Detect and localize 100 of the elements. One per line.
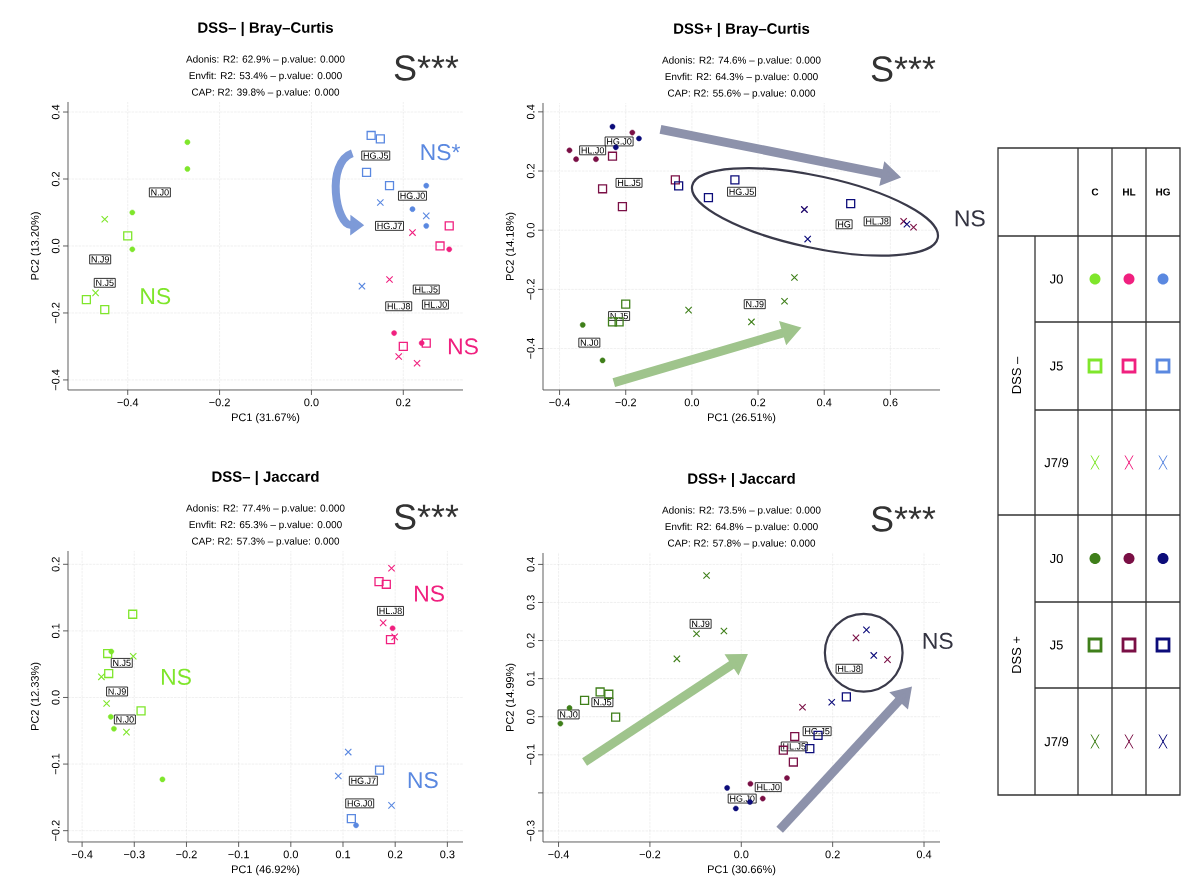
x-axis-title: PC1 (30.66%) xyxy=(708,865,776,876)
text: HL xyxy=(1123,188,1136,196)
annotation: N.J9 xyxy=(91,256,109,263)
chart-title: DSS– | Bray–Curtis xyxy=(198,21,333,37)
x-tick-label: 0.0 xyxy=(283,850,298,859)
annotation: HG.J5 xyxy=(363,152,389,159)
y-tick-label: 0.3 xyxy=(526,595,535,610)
annotation: HG.J0 xyxy=(347,800,373,807)
text: Envfit: R2: 53.4% – p.value: 0.000 xyxy=(189,71,342,82)
x-tick-label: 0.2 xyxy=(396,398,411,407)
annotation: HL.J8 xyxy=(387,303,411,310)
y-tick-label: 0.2 xyxy=(526,633,535,648)
annotation: NS xyxy=(415,585,444,602)
x-tick-label: −0.1 xyxy=(228,850,249,859)
y-tick-label: 0.1 xyxy=(526,671,535,686)
text: DSS + xyxy=(1011,636,1022,673)
annotation: HG.J0 xyxy=(730,795,755,802)
text: J5 xyxy=(1049,640,1063,650)
annotation: N.J9 xyxy=(746,301,764,308)
annotation: HG.J0 xyxy=(400,192,425,199)
y-axis-title: PC2 (14.99%) xyxy=(505,663,516,731)
annotation: HL.J0 xyxy=(757,783,780,791)
y-tick-label: −0.1 xyxy=(51,753,60,775)
text: CAP: R2: 39.8% – p.value: 0.000 xyxy=(191,88,340,98)
x-tick-label: −0.4 xyxy=(117,398,139,407)
x-tick-label: 0.2 xyxy=(825,850,840,859)
x-tick-label: −0.4 xyxy=(71,850,93,859)
y-tick-label: 0.2 xyxy=(526,163,535,179)
annotation: HL.J0 xyxy=(424,301,447,308)
text: J0 xyxy=(1049,553,1063,564)
x-tick-label: −0.4 xyxy=(549,398,571,407)
text: Adonis: R2: 62.9% – p.value: 0.000 xyxy=(186,55,345,65)
x-tick-label: 0.2 xyxy=(750,398,766,407)
annotation: N.J5 xyxy=(96,279,114,286)
y-tick-label: 0.0 xyxy=(526,223,535,238)
x-tick-label: −0.3 xyxy=(124,850,145,859)
text: J0 xyxy=(1049,274,1063,284)
text: Envfit: R2: 65.3% – p.value: 0.000 xyxy=(189,520,342,531)
text: Adonis: R2: 73.5% – p.value: 0.000 xyxy=(662,506,821,516)
annotation: N.J0 xyxy=(580,339,599,346)
text: DSS – xyxy=(1011,356,1022,394)
x-tick-label: 0.4 xyxy=(916,850,932,859)
text: S*** xyxy=(871,506,936,532)
annotation: NS xyxy=(448,338,478,355)
text: Adonis: R2: 77.4% – p.value: 0.000 xyxy=(186,504,345,514)
text: J5 xyxy=(1049,361,1063,371)
annotation: N.J0 xyxy=(151,189,169,196)
annotation: NS* xyxy=(421,144,461,161)
annotation: HG.J5 xyxy=(729,188,754,195)
chart-title: DSS– | Jaccard xyxy=(212,470,319,486)
x-tick-label: 0.0 xyxy=(304,398,319,407)
text: S*** xyxy=(871,56,936,82)
x-tick-label: 0.2 xyxy=(387,850,403,859)
text: S*** xyxy=(394,55,459,81)
annotation: N.J5 xyxy=(593,699,612,706)
annotation: HL.J8 xyxy=(379,607,402,615)
y-tick-label: 0.2 xyxy=(51,171,60,187)
y-tick-label: −0.4 xyxy=(526,338,535,359)
text: Adonis: R2: 74.6% – p.value: 0.000 xyxy=(662,56,821,66)
y-tick-label: 0.2 xyxy=(51,557,60,572)
annotation: NS xyxy=(161,668,191,685)
annotation: HL.J0 xyxy=(581,147,604,154)
text: J7/9 xyxy=(1044,736,1069,747)
annotation: N.J9 xyxy=(108,688,126,695)
y-tick-label: −0.4 xyxy=(51,369,60,391)
text: J7/9 xyxy=(1044,457,1069,468)
annotation: NS xyxy=(141,288,171,305)
y-tick-label: 0.4 xyxy=(526,104,535,120)
annotation: HL.J8 xyxy=(838,665,861,672)
y-axis-title: PC2 (14.18%) xyxy=(505,212,516,280)
x-tick-label: −0.2 xyxy=(176,850,197,859)
annotation: HL.J8 xyxy=(866,218,889,225)
y-tick-label: −0.3 xyxy=(526,820,535,842)
annotation: N.J0 xyxy=(116,716,134,723)
annotation: HG.J7 xyxy=(351,777,376,784)
x-tick-label: 0.3 xyxy=(440,850,455,859)
annotation: HL.J5 xyxy=(618,179,641,186)
y-tick-label: 0.0 xyxy=(51,238,60,254)
y-tick-label: −0.1 xyxy=(526,744,535,766)
text: Envfit: R2: 64.3% – p.value: 0.000 xyxy=(665,72,818,83)
x-tick-label: 0.0 xyxy=(684,398,700,407)
annotation: HG.J0 xyxy=(607,138,632,145)
x-tick-label: 0.0 xyxy=(734,850,749,859)
text: C xyxy=(1091,188,1099,196)
y-tick-label: −0.2 xyxy=(51,302,60,324)
chart-title: DSS+ | Bray–Curtis xyxy=(674,22,810,38)
text: Envfit: R2: 64.8% – p.value: 0.000 xyxy=(665,522,818,533)
annotation: N.J5 xyxy=(113,659,131,666)
y-axis-title: PC2 (13.20%) xyxy=(30,212,41,280)
annotation: HG.J5 xyxy=(805,728,830,735)
y-tick-label: 0.0 xyxy=(526,709,535,724)
x-axis-title: PC1 (26.51%) xyxy=(708,413,776,424)
chart-title: DSS+ | Jaccard xyxy=(688,472,795,488)
text: CAP: R2: 57.3% – p.value: 0.000 xyxy=(191,537,340,547)
x-tick-label: 0.6 xyxy=(883,398,898,407)
y-tick-label: 0.4 xyxy=(51,104,60,120)
annotation: N.J0 xyxy=(560,711,578,718)
annotation: HG.J7 xyxy=(377,222,402,230)
annotation: N.J9 xyxy=(692,620,710,627)
y-tick-label: −0.2 xyxy=(51,820,60,841)
